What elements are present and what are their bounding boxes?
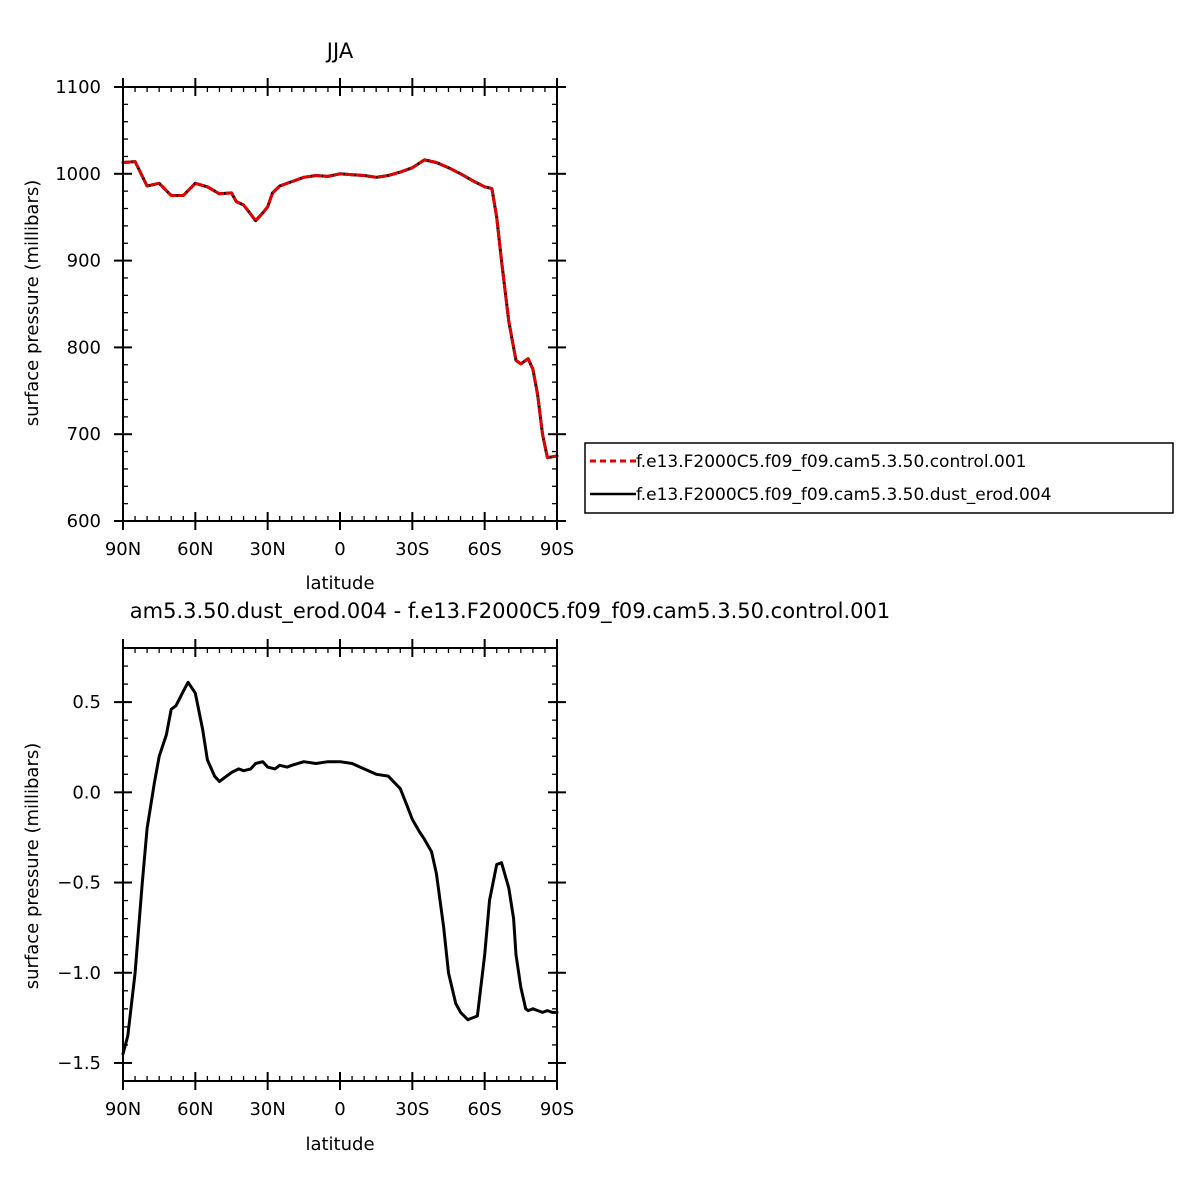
axis-ticks: 90N 60N 30N 0 30S 60S 90S 600 700 800 900 1000 1100 <box>55 77 574 560</box>
legend-label-dust-erod: f.e13.F2000C5.f09_f09.cam5.3.50.dust_ero… <box>636 485 1051 505</box>
x-tick-label: 30N <box>249 1099 285 1120</box>
x-axis-label: latitude <box>305 1134 374 1155</box>
x-tick-label: 60S <box>467 1099 501 1120</box>
x-tick-label: 90S <box>540 1099 574 1120</box>
x-tick-label: 0 <box>334 1099 345 1120</box>
y-axis-label: surface pressure (millibars) <box>22 180 43 427</box>
x-tick-label: 60N <box>177 1099 213 1120</box>
y-tick-label: −1.5 <box>57 1053 101 1074</box>
y-tick-label: 0.5 <box>72 692 101 713</box>
plot-frame <box>122 86 558 522</box>
x-tick-label: 30S <box>395 539 429 560</box>
x-tick-label: 0 <box>334 539 345 560</box>
x-tick-label: 90N <box>105 1099 141 1120</box>
x-tick-label: 90N <box>105 539 141 560</box>
series-lines <box>121 158 559 460</box>
x-tick-label: 30N <box>249 539 285 560</box>
y-tick-label: 600 <box>67 511 101 532</box>
chart-title: am5.3.50.dust_erod.004 - f.e13.F2000C5.f… <box>130 599 890 624</box>
chart-title: JJA <box>325 39 354 63</box>
panel-bottom: am5.3.50.dust_erod.004 - f.e13.F2000C5.f… <box>22 599 890 1155</box>
y-tick-label: 900 <box>67 251 101 272</box>
series-line-2-1 <box>121 680 559 1056</box>
y-tick-label: 0.0 <box>72 782 101 803</box>
y-axis-label: surface pressure (millibars) <box>22 743 43 990</box>
legend-box <box>584 442 1174 514</box>
y-tick-label: 1100 <box>55 77 101 98</box>
y-tick-label: 700 <box>67 424 101 445</box>
x-tick-label: 60S <box>467 539 501 560</box>
series-lines <box>121 680 559 1056</box>
y-tick-label: −0.5 <box>57 873 101 894</box>
x-tick-label: 60N <box>177 539 213 560</box>
y-tick-label: 1000 <box>55 164 101 185</box>
axis-ticks: 90N 60N 30N 0 30S 60S 90S 0.5 0.0 −0.5 −1.0 −1.5 <box>57 639 574 1120</box>
y-tick-label: 800 <box>67 337 101 358</box>
y-tick-label: −1.0 <box>57 963 101 984</box>
panel-top: JJA surface pressure (millibars) latitud… <box>22 39 1174 594</box>
x-tick-label: 30S <box>395 1099 429 1120</box>
series-line-1-1 <box>121 158 559 460</box>
plot-frame <box>122 647 558 1082</box>
legend-label-control: f.e13.F2000C5.f09_f09.cam5.3.50.control.… <box>636 452 1027 472</box>
x-axis-label: latitude <box>305 573 374 594</box>
x-tick-label: 90S <box>540 539 574 560</box>
legend: f.e13.F2000C5.f09_f09.cam5.3.50.control.… <box>584 442 1174 514</box>
